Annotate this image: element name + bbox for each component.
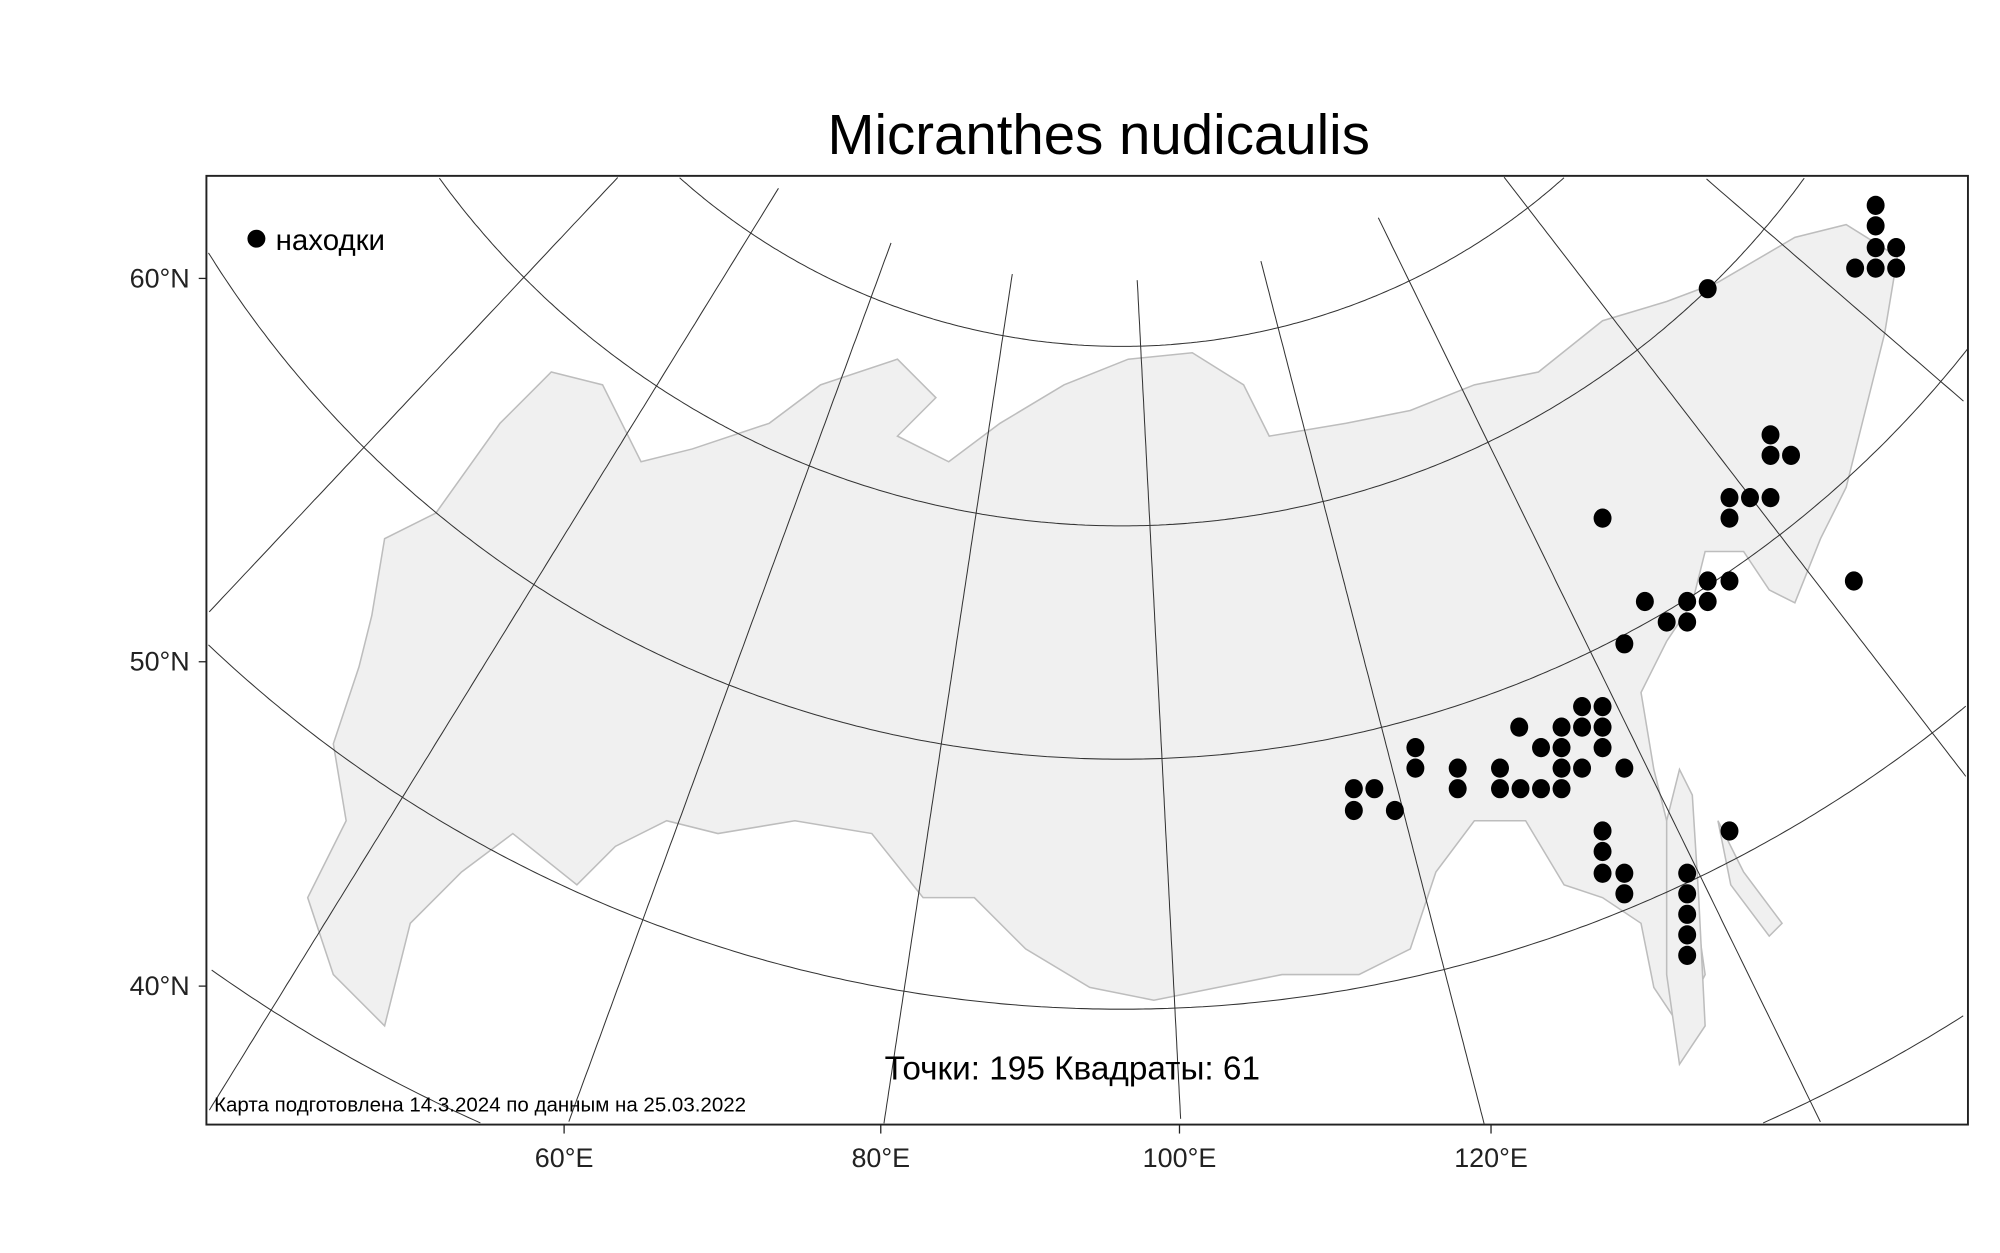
occurrence-point (1491, 758, 1509, 778)
lat-tick-60: 60°N (130, 263, 190, 293)
meridian-line (1377, 217, 1821, 1123)
stats-text: Точки: 195 Квадраты: 61 (885, 1051, 1260, 1088)
meridian-line (1503, 176, 1967, 777)
lon-tick-100: 100°E (1143, 1143, 1217, 1173)
lat-tick-40: 40°N (130, 971, 190, 1001)
occurrence-point (1866, 195, 1885, 215)
occurrence-point (1761, 488, 1780, 508)
occurrence-point (1678, 863, 1697, 883)
legend-marker (247, 229, 266, 248)
occurrence-point (1406, 758, 1425, 778)
occurrence-point (1846, 258, 1865, 278)
lat-axis: 60°N 50°N 40°N (130, 263, 207, 1001)
occurrence-point (1593, 508, 1612, 528)
parallel-line (438, 177, 1805, 527)
occurrence-point (1448, 779, 1467, 799)
occurrence-point (1761, 445, 1780, 465)
map-title: Micranthes nudicaulis (828, 103, 1370, 166)
occurrence-point (1678, 945, 1697, 965)
occurrence-point (1698, 591, 1717, 612)
occurrence-point (1866, 216, 1885, 236)
occurrence-point (1573, 697, 1592, 717)
occurrence-point (1657, 612, 1676, 632)
occurrence-point (1678, 884, 1697, 904)
occurrence-point (1593, 738, 1612, 758)
occurrence-point (1593, 841, 1612, 862)
occurrence-point (1593, 717, 1612, 737)
occurrence-point (1741, 488, 1759, 508)
occurrence-point (1344, 779, 1363, 799)
occurrence-point (1552, 779, 1571, 799)
graticule (208, 176, 1968, 1124)
occurrence-point (1491, 779, 1509, 799)
occurrence-point (1615, 884, 1634, 904)
footnote: Карта подготовлена 14.3.2024 по данным н… (214, 1094, 746, 1117)
occurrence-point (1720, 508, 1739, 528)
occurrence-point (1678, 612, 1697, 632)
occurrence-point (1720, 488, 1739, 508)
occurrence-point (1615, 758, 1634, 778)
occurrence-point (1448, 758, 1467, 778)
occurrence-point (1698, 571, 1717, 591)
lon-tick-120: 120°E (1454, 1143, 1528, 1173)
lon-tick-80: 80°E (851, 1143, 910, 1173)
occurrence-point (1887, 258, 1906, 278)
meridian-line (208, 188, 779, 1111)
meridian-line (568, 242, 892, 1122)
parallel-line (211, 969, 481, 1124)
occurrence-point (1615, 863, 1634, 883)
meridian-line (208, 177, 619, 613)
occurrence-point (1615, 634, 1634, 654)
occurrence-point (1678, 904, 1697, 924)
occurrence-point (1532, 738, 1550, 758)
parallel-line (679, 177, 1565, 347)
occurrence-point (1573, 758, 1592, 778)
occurrence-point (1866, 258, 1885, 278)
lat-tick-50: 50°N (130, 647, 190, 677)
meridian-line (1706, 178, 1964, 402)
occurrence-point (1866, 238, 1885, 258)
occurrence-point (1678, 591, 1697, 612)
lon-tick-60: 60°E (535, 1143, 594, 1173)
occurrence-point (1720, 821, 1739, 841)
occurrence-point (1761, 425, 1780, 445)
occurrence-point (1552, 717, 1571, 737)
occurrence-point (1406, 738, 1425, 758)
meridian-line (1260, 260, 1485, 1124)
occurrence-point (1844, 571, 1863, 591)
occurrence-point (1552, 758, 1571, 778)
occurrence-point (1698, 279, 1717, 299)
occurrence-point (1365, 779, 1384, 799)
occurrence-point (1678, 925, 1697, 945)
occurrence-point (1593, 863, 1612, 883)
parallel-line (208, 644, 1967, 1010)
legend-label: находки (276, 224, 385, 257)
lon-axis: 60°E 80°E 100°E 120°E (535, 1124, 1528, 1173)
occurrence-point (1593, 821, 1612, 841)
occurrence-point (1510, 717, 1529, 737)
meridian-line (883, 273, 1013, 1124)
parallel-line (1762, 1015, 1964, 1124)
occurrence-point (1635, 591, 1654, 612)
occurrence-point (1573, 717, 1592, 737)
occurrence-points (1344, 195, 1906, 965)
map-frame (205, 174, 1969, 1126)
occurrence-point (1593, 697, 1612, 717)
occurrence-point (1385, 800, 1404, 821)
occurrence-point (1511, 779, 1530, 799)
occurrence-point (1344, 800, 1363, 821)
occurrence-point (1720, 571, 1739, 591)
occurrence-point (1782, 445, 1800, 465)
meridian-line (1136, 280, 1182, 1119)
occurrence-point (1552, 738, 1571, 758)
land-kuril (1717, 820, 1784, 938)
occurrence-point (1532, 779, 1550, 799)
occurrence-point (1887, 238, 1906, 258)
